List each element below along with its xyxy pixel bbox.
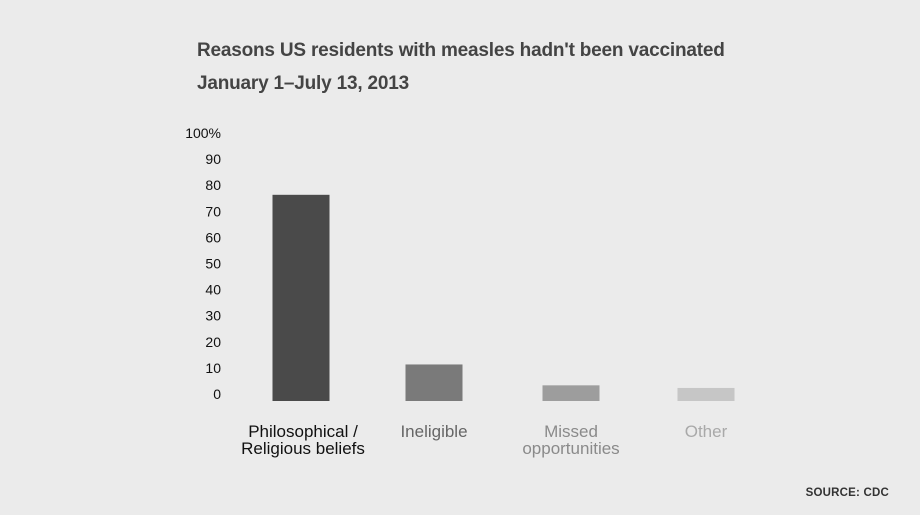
x-category-label: Other	[685, 422, 728, 441]
chart-title: Reasons US residents with measles hadn't…	[197, 40, 725, 61]
x-axis: Philosophical / Religious beliefs Ineligib…	[241, 422, 727, 458]
y-tick-label: 80	[205, 177, 221, 193]
y-tick-label: 50	[205, 256, 221, 272]
y-tick-label: 0	[213, 386, 221, 402]
bar	[405, 364, 463, 401]
x-category-label: Missed opportunities	[522, 422, 619, 458]
y-tick-label: 20	[205, 334, 221, 350]
y-tick-label: 30	[205, 308, 221, 324]
x-category-label: Ineligible	[400, 422, 467, 441]
y-tick-label: 100%	[185, 125, 221, 141]
bars	[272, 194, 735, 401]
y-tick-label: 40	[205, 282, 221, 298]
chart-subtitle: January 1–July 13, 2013	[197, 73, 409, 94]
y-tick-label: 60	[205, 229, 221, 245]
bar	[677, 387, 735, 401]
bar	[542, 385, 600, 401]
y-axis: 0 10 20 30 40 50 60 70 80 90 100%	[185, 125, 221, 402]
y-tick-label: 10	[205, 360, 221, 376]
y-tick-label: 70	[205, 203, 221, 219]
source-note: SOURCE: CDC	[805, 487, 889, 499]
bar	[272, 194, 330, 401]
x-category-label: Philosophical / Religious beliefs	[241, 422, 365, 458]
y-tick-label: 90	[205, 151, 221, 167]
